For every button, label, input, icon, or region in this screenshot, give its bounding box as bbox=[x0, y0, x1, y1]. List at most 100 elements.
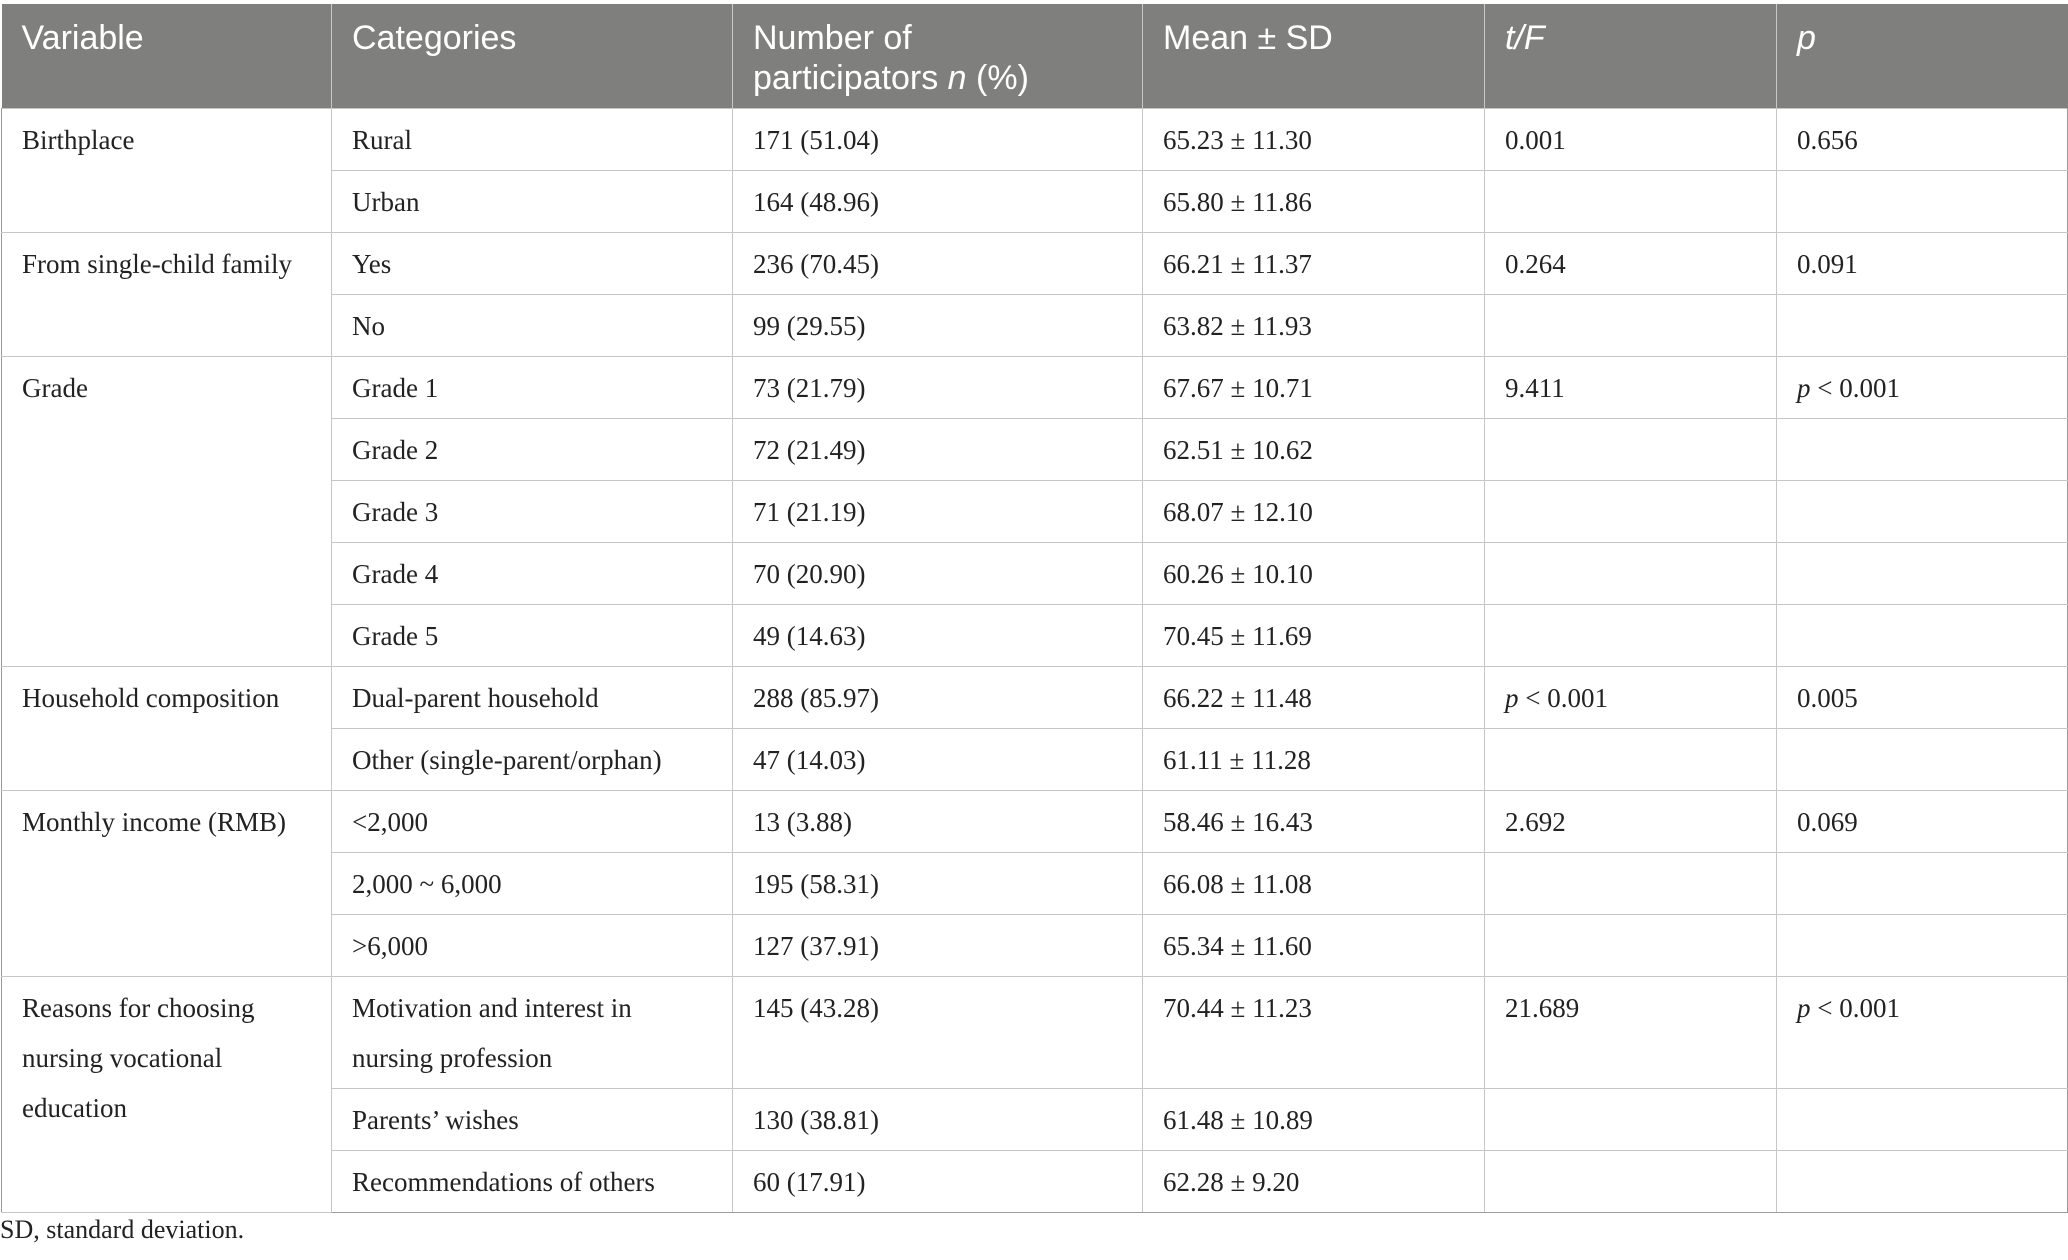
mean-cell: 65.80 ± 11.86 bbox=[1142, 170, 1485, 233]
category-cell: Other (single-parent/orphan) bbox=[331, 728, 733, 791]
mean-cell: 65.23 ± 11.30 bbox=[1142, 108, 1485, 171]
header-variable: Variable bbox=[1, 4, 332, 109]
n-cell: 47 (14.03) bbox=[732, 728, 1143, 791]
category-cell: Parents’ wishes bbox=[331, 1088, 733, 1151]
n-cell: 236 (70.45) bbox=[732, 232, 1143, 295]
mean-cell: 66.21 ± 11.37 bbox=[1142, 232, 1485, 295]
tf-cell bbox=[1484, 1088, 1777, 1151]
header-categories: Categories bbox=[331, 4, 733, 109]
table-row: >6,000 127 (37.91) 65.34 ± 11.60 bbox=[2, 914, 2068, 977]
category-cell: Dual-parent household bbox=[331, 666, 733, 729]
category-cell: Grade 2 bbox=[331, 418, 733, 481]
mean-cell: 60.26 ± 10.10 bbox=[1142, 542, 1485, 605]
tf-cell bbox=[1484, 1150, 1777, 1213]
p-cell bbox=[1776, 542, 2068, 605]
n-cell: 72 (21.49) bbox=[732, 418, 1143, 481]
header-number-n: n bbox=[947, 59, 967, 97]
table-row: Household composition Dual-parent househ… bbox=[1, 666, 2068, 791]
mean-cell: 62.51 ± 10.62 bbox=[1142, 418, 1485, 481]
variable-cell: Household composition bbox=[1, 666, 332, 791]
data-table: Variable Categories Number of participato… bbox=[1, 4, 2068, 1213]
tf-cell bbox=[1484, 294, 1777, 357]
variable-cell: Birthplace bbox=[1, 108, 332, 233]
tf-cell: 0.264 bbox=[1484, 232, 1777, 295]
p-cell bbox=[1776, 480, 2068, 543]
n-cell: 130 (38.81) bbox=[732, 1088, 1143, 1151]
tf-cell: 2.692 bbox=[1484, 790, 1777, 853]
mean-cell: 66.08 ± 11.08 bbox=[1142, 852, 1485, 915]
p-symbol: p bbox=[1797, 373, 1811, 403]
p-cell bbox=[1776, 604, 2068, 667]
n-cell: 60 (17.91) bbox=[732, 1150, 1143, 1213]
p-cell: 0.091 bbox=[1776, 232, 2068, 295]
tf-cell bbox=[1484, 170, 1777, 233]
category-cell: Yes bbox=[331, 232, 733, 295]
header-number-line2-suffix: (%) bbox=[966, 59, 1029, 97]
n-cell: 49 (14.63) bbox=[732, 604, 1143, 667]
table-row: Recommendations of others 60 (17.91) 62.… bbox=[2, 1150, 2068, 1213]
table-body: Birthplace Rural 171 (51.04) 65.23 ± 11.… bbox=[1, 108, 2068, 1213]
tf-cell bbox=[1484, 852, 1777, 915]
table-row: Grade Grade 1 73 (21.79) 67.67 ± 10.71 9… bbox=[1, 356, 2068, 667]
mean-cell: 58.46 ± 16.43 bbox=[1142, 790, 1485, 853]
p-cell: 0.005 bbox=[1776, 666, 2068, 729]
n-cell: 73 (21.79) bbox=[732, 356, 1143, 419]
p-cell bbox=[1776, 294, 2068, 357]
table-row: 2,000 ~ 6,000 195 (58.31) 66.08 ± 11.08 bbox=[2, 852, 2068, 915]
mean-cell: 70.44 ± 11.23 bbox=[1142, 976, 1485, 1089]
category-cell: Motivation and interest in nursing profe… bbox=[331, 976, 733, 1089]
category-cell: >6,000 bbox=[331, 914, 733, 977]
tf-cell: 9.411 bbox=[1484, 356, 1777, 419]
tf-cell bbox=[1484, 728, 1777, 791]
table-row: Monthly income (RMB) <2,000 13 (3.88) 58… bbox=[1, 790, 2068, 977]
n-cell: 164 (48.96) bbox=[732, 170, 1143, 233]
category-cell: Grade 5 bbox=[331, 604, 733, 667]
header-tf: t/F bbox=[1484, 4, 1777, 109]
header-number: Number of participators n (%) bbox=[732, 4, 1143, 109]
table-row: Birthplace Rural 171 (51.04) 65.23 ± 11.… bbox=[1, 108, 2068, 233]
p-symbol: p bbox=[1797, 993, 1811, 1023]
p-cell bbox=[1776, 914, 2068, 977]
n-cell: 145 (43.28) bbox=[732, 976, 1143, 1089]
p-cell bbox=[1776, 418, 2068, 481]
n-cell: 195 (58.31) bbox=[732, 852, 1143, 915]
mean-cell: 61.11 ± 11.28 bbox=[1142, 728, 1485, 791]
tf-cell bbox=[1484, 480, 1777, 543]
category-cell: Grade 1 bbox=[331, 356, 733, 419]
category-cell: <2,000 bbox=[331, 790, 733, 853]
variable-cell: Grade bbox=[1, 356, 332, 667]
header-mean-sd: Mean ± SD bbox=[1142, 4, 1485, 109]
p-cell bbox=[1776, 170, 2068, 233]
header-number-line2-prefix: participators bbox=[753, 59, 948, 97]
table-row: Parents’ wishes 130 (38.81) 61.48 ± 10.8… bbox=[2, 1088, 2068, 1151]
table-container: Variable Categories Number of participato… bbox=[0, 4, 2068, 1213]
p-cell bbox=[1776, 1088, 2068, 1151]
n-cell: 127 (37.91) bbox=[732, 914, 1143, 977]
n-cell: 70 (20.90) bbox=[732, 542, 1143, 605]
p-cell: p < 0.001 bbox=[1776, 976, 2068, 1089]
category-cell: Grade 3 bbox=[331, 480, 733, 543]
p-cell: 0.656 bbox=[1776, 108, 2068, 171]
n-cell: 13 (3.88) bbox=[732, 790, 1143, 853]
tf-cell: 21.689 bbox=[1484, 976, 1777, 1089]
tf-cell bbox=[1484, 914, 1777, 977]
variable-cell: Monthly income (RMB) bbox=[1, 790, 332, 977]
n-cell: 99 (29.55) bbox=[732, 294, 1143, 357]
header-p: p bbox=[1776, 4, 2068, 109]
mean-cell: 61.48 ± 10.89 bbox=[1142, 1088, 1485, 1151]
header-number-line1: Number of bbox=[753, 19, 912, 57]
n-cell: 171 (51.04) bbox=[732, 108, 1143, 171]
category-cell: 2,000 ~ 6,000 bbox=[331, 852, 733, 915]
tf-cell bbox=[1484, 542, 1777, 605]
table-header: Variable Categories Number of participato… bbox=[1, 4, 2068, 109]
tf-cell bbox=[1484, 604, 1777, 667]
table-row: Other (single-parent/orphan) 47 (14.03) … bbox=[2, 728, 2068, 791]
table-row: Grade 2 72 (21.49) 62.51 ± 10.62 bbox=[2, 418, 2068, 481]
p-cell: 0.069 bbox=[1776, 790, 2068, 853]
footnote: SD, standard deviation. bbox=[0, 1215, 245, 1244]
tf-cell: 0.001 bbox=[1484, 108, 1777, 171]
category-cell: Rural bbox=[331, 108, 733, 171]
tf-value: < 0.001 bbox=[1518, 683, 1608, 713]
n-cell: 288 (85.97) bbox=[732, 666, 1143, 729]
p-cell bbox=[1776, 1150, 2068, 1213]
